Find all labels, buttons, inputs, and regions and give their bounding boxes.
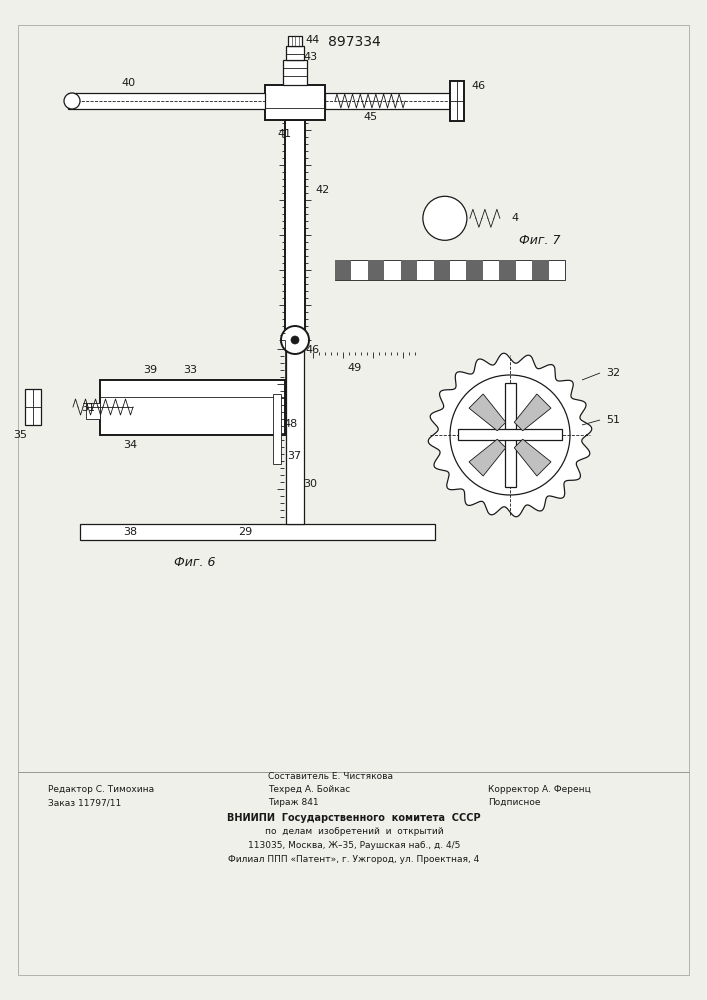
Text: 35: 35: [13, 430, 27, 440]
Bar: [401, 260, 417, 280]
Text: ВНИИПИ  Государственного  комитета  СССР: ВНИИПИ Государственного комитета СССР: [227, 813, 481, 823]
Bar: [505, 383, 516, 487]
Polygon shape: [469, 439, 506, 476]
Text: 46: 46: [306, 345, 320, 355]
Circle shape: [504, 429, 516, 441]
Polygon shape: [469, 394, 506, 431]
Text: Подписное: Подписное: [488, 798, 540, 807]
Text: Заказ 11797/11: Заказ 11797/11: [48, 798, 121, 807]
Text: 31: 31: [81, 403, 95, 413]
Polygon shape: [514, 394, 551, 431]
Text: 29: 29: [238, 527, 252, 537]
Text: 897334: 897334: [327, 35, 380, 49]
Text: 44: 44: [306, 35, 320, 45]
Text: 43: 43: [304, 52, 318, 62]
Text: Техред А. Бойкас: Техред А. Бойкас: [268, 785, 350, 794]
Bar: [286, 46, 304, 60]
Text: 41: 41: [278, 129, 292, 139]
Text: 32: 32: [606, 368, 620, 378]
Text: Фиг. 7: Фиг. 7: [519, 233, 561, 246]
Circle shape: [291, 336, 299, 344]
Bar: [450, 81, 464, 121]
Bar: [68, 93, 265, 109]
Text: Тираж 841: Тираж 841: [268, 798, 319, 807]
Text: 38: 38: [123, 527, 137, 537]
Text: 113035, Москва, Ж–35, Раушская наб., д. 4/5: 113035, Москва, Ж–35, Раушская наб., д. …: [248, 841, 460, 850]
Bar: [100, 380, 285, 435]
Polygon shape: [40, 389, 73, 425]
Text: 33: 33: [183, 365, 197, 375]
Bar: [325, 93, 455, 109]
Polygon shape: [514, 439, 551, 476]
Bar: [80, 524, 435, 540]
Text: 42: 42: [316, 185, 330, 195]
Text: 30: 30: [303, 479, 317, 489]
Bar: [283, 60, 307, 85]
Text: 45: 45: [363, 112, 377, 122]
Text: Фиг. 6: Фиг. 6: [174, 556, 216, 568]
Text: 37: 37: [287, 451, 301, 461]
Text: 46: 46: [471, 81, 485, 91]
Bar: [25, 389, 41, 425]
Text: Редактор С. Тимохина: Редактор С. Тимохина: [48, 785, 154, 794]
Text: 49: 49: [348, 363, 362, 373]
Bar: [532, 260, 549, 280]
Circle shape: [423, 196, 467, 240]
Text: Составитель Е. Чистякова: Составитель Е. Чистякова: [268, 772, 393, 781]
Bar: [433, 260, 450, 280]
Text: Корректор А. Ференц: Корректор А. Ференц: [488, 785, 591, 794]
Bar: [265, 85, 325, 120]
Bar: [286, 340, 304, 524]
Bar: [273, 394, 281, 464]
Bar: [335, 260, 351, 280]
Text: 48: 48: [284, 419, 298, 429]
Text: 40: 40: [121, 78, 135, 88]
Bar: [86, 403, 100, 419]
Text: 4: 4: [511, 213, 518, 223]
Bar: [335, 260, 565, 280]
Bar: [285, 120, 305, 340]
Text: по  делам  изобретений  и  открытий: по делам изобретений и открытий: [264, 827, 443, 836]
Text: Филиал ППП «Патент», г. Ужгород, ул. Проектная, 4: Филиал ППП «Патент», г. Ужгород, ул. Про…: [228, 855, 479, 864]
Circle shape: [281, 326, 309, 354]
Bar: [467, 260, 483, 280]
Circle shape: [450, 375, 570, 495]
Circle shape: [508, 433, 512, 437]
Polygon shape: [428, 353, 592, 517]
Bar: [458, 429, 562, 440]
Polygon shape: [300, 201, 459, 342]
Bar: [368, 260, 385, 280]
Circle shape: [64, 93, 80, 109]
Bar: [288, 36, 302, 46]
Polygon shape: [266, 427, 284, 441]
Text: 51: 51: [606, 415, 620, 425]
Bar: [499, 260, 515, 280]
Text: 34: 34: [123, 440, 137, 450]
Text: 39: 39: [143, 365, 157, 375]
